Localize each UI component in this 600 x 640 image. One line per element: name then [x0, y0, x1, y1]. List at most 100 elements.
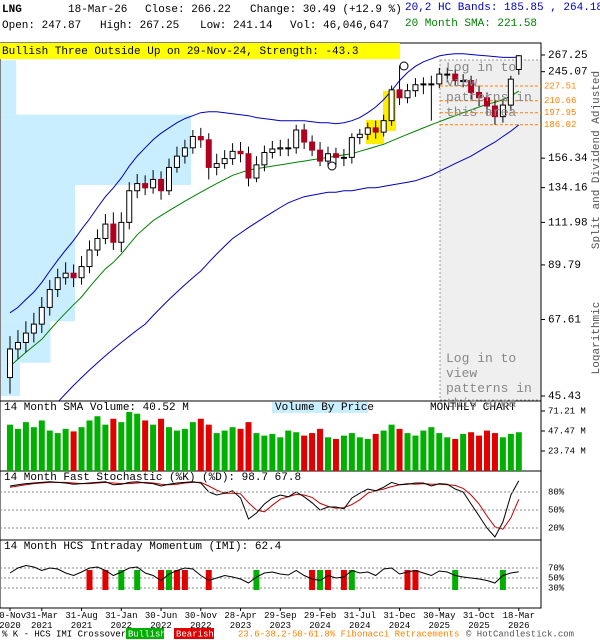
x-tick-label: 30-Jun 2022 — [144, 611, 178, 631]
imi-signal — [499, 570, 506, 590]
stochastic-tick-label: 80% — [548, 487, 565, 497]
candle-body — [428, 83, 435, 86]
candle-body — [507, 78, 514, 106]
side-label: Logarithmic — [591, 302, 600, 375]
candle-body — [94, 237, 101, 251]
candle-body — [22, 332, 29, 343]
candle-body — [388, 89, 395, 122]
symbol: LNG — [2, 4, 22, 16]
volume-bar — [197, 418, 204, 471]
volume-bar — [356, 437, 363, 471]
candle-body — [126, 190, 133, 223]
volume-bar — [229, 427, 236, 471]
candle-body — [189, 135, 196, 149]
candle-body — [245, 153, 252, 179]
x-tick-label: 31-Jan 2022 — [105, 611, 138, 631]
legend-swatch — [174, 628, 214, 639]
volume-bar — [14, 428, 21, 471]
candle-body — [46, 289, 53, 308]
candle-body — [158, 178, 165, 192]
candle-body — [372, 127, 379, 133]
candle-body — [70, 272, 77, 279]
imi-signal — [452, 570, 459, 590]
fib-label: 227.51 — [544, 81, 576, 91]
upper-band — [9, 53, 519, 314]
stochastic-tick-label: 20% — [548, 523, 565, 533]
pattern-area — [439, 59, 542, 401]
crossover-label: % K - HCS IMI Crossover: — [2, 629, 132, 639]
volume-bar — [364, 438, 371, 471]
high: High: 267.25 — [100, 20, 179, 32]
volume-bar — [189, 422, 196, 471]
imi-signal — [173, 570, 180, 590]
imi-signal — [118, 570, 125, 590]
candle-body — [460, 80, 467, 83]
volume-bar — [261, 435, 268, 471]
candle-body — [301, 129, 308, 143]
x-tick-label: 30-May 2025 — [423, 611, 456, 631]
volume-bar — [325, 437, 331, 471]
volume-bar — [134, 413, 141, 471]
y-tick-label: 111.98 — [548, 217, 588, 229]
price-plot — [7, 53, 541, 401]
volume-bar — [412, 435, 419, 471]
imi-signal — [404, 570, 411, 590]
volume-bar — [388, 424, 395, 471]
candle-body — [62, 272, 69, 279]
volume-bar — [507, 433, 514, 471]
volume-bar — [420, 430, 427, 471]
volume-bar — [150, 424, 157, 471]
volume-bar — [46, 430, 53, 471]
x-tick-label: 30-Nov 2020 — [0, 611, 27, 631]
volume-bar — [476, 435, 483, 471]
volume-bar — [515, 432, 522, 471]
x-tick-label: 31-Jul 2024 — [343, 611, 376, 631]
stochastic-d — [9, 481, 520, 530]
volume-bar — [468, 432, 475, 471]
imi-signal — [340, 570, 347, 590]
pattern-marker — [399, 61, 409, 71]
candle-body — [102, 223, 109, 239]
y-tick-label: 156.34 — [548, 153, 588, 165]
candle-body — [285, 147, 292, 150]
candle-body — [229, 150, 236, 160]
volume-bar — [396, 428, 403, 471]
volume-bar — [332, 438, 339, 471]
candle-body — [444, 73, 451, 76]
volume-bar — [372, 433, 379, 471]
volume-bar — [245, 422, 252, 471]
volume-bar — [444, 437, 451, 471]
pattern-marker — [327, 161, 337, 171]
vbp-title-bg — [272, 402, 368, 413]
imi-signal — [102, 570, 109, 590]
side-label: Split and Dividend Adjusted — [591, 71, 600, 249]
volume-bar — [54, 433, 61, 471]
volume-by-price-bar — [1, 60, 17, 115]
candle-body — [253, 164, 260, 179]
volume-bar — [38, 420, 45, 471]
volume-bar — [126, 412, 133, 471]
volume-bar — [86, 420, 93, 471]
x-tick-label: 31-Mar 2021 — [25, 611, 58, 631]
imi-title: 14 Month HCS Intraday Momentum (IMI): 62… — [4, 541, 282, 553]
legend-swatch — [126, 628, 164, 639]
volume-bar — [205, 424, 212, 471]
x-tick-label: 31-Aug 2021 — [65, 611, 98, 631]
pattern-note: Log in to view patterns in this area — [446, 60, 532, 120]
candle-body — [221, 158, 228, 165]
volume-bar — [253, 433, 260, 471]
volume-bar — [94, 416, 101, 471]
imi-tick-label: 70% — [548, 563, 565, 573]
volume-bar — [460, 433, 467, 471]
candle-body — [484, 97, 490, 107]
candle-body — [142, 183, 149, 189]
candle-body — [86, 249, 93, 268]
chart-label: MONTHLY CHART — [430, 402, 516, 414]
x-tick-label: 30-Nov 2022 — [184, 611, 217, 631]
y-tick-label: 134.16 — [548, 183, 588, 195]
imi-signal — [348, 570, 355, 590]
volume-bar — [142, 420, 149, 471]
volume-bar — [317, 428, 324, 471]
volume-bar — [118, 422, 125, 471]
